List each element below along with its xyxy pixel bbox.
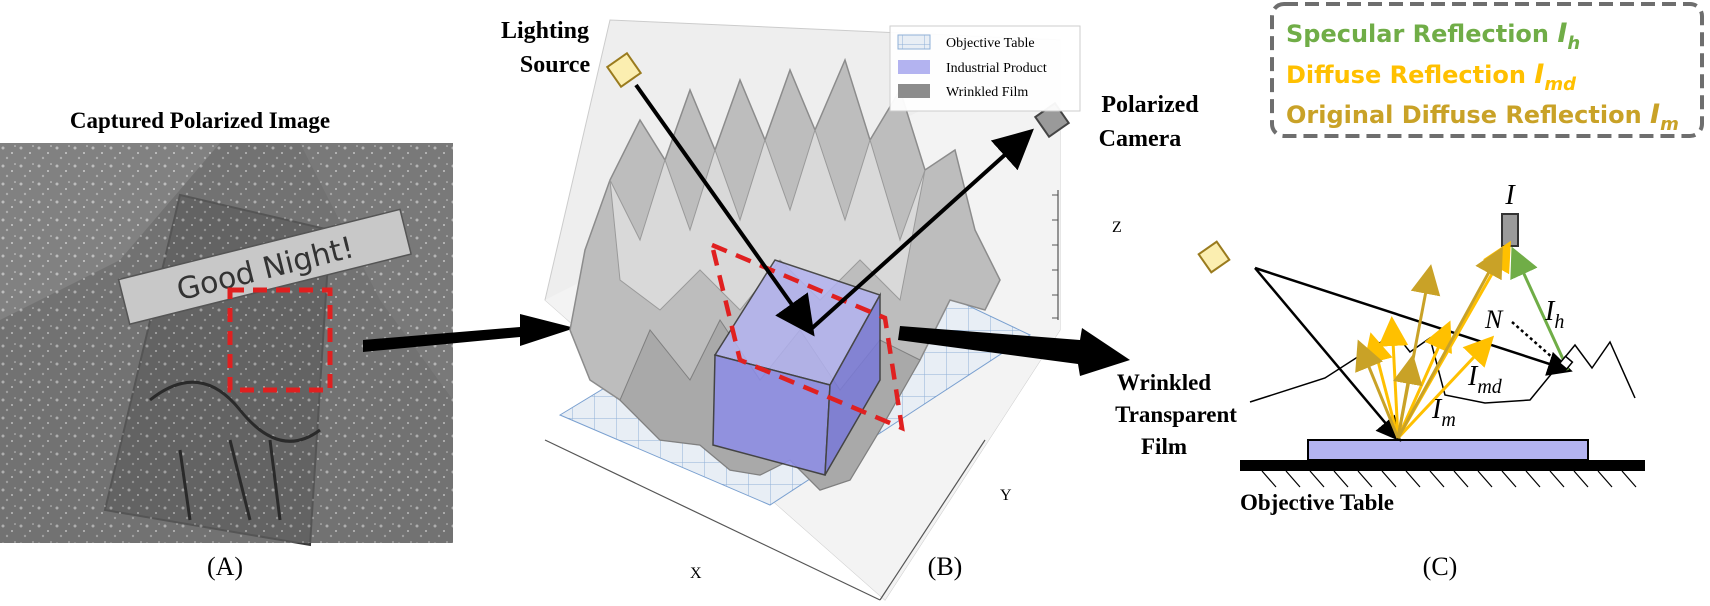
ih-label: Ih	[1544, 296, 1564, 333]
right-angle-mark	[1558, 355, 1574, 371]
axis-y-label: Y	[1000, 487, 1012, 504]
incident-ray-to-product	[1254, 267, 1402, 442]
objective-table	[1240, 460, 1645, 471]
legend-original-diffuse: Original Diffuse Reflection Im	[1286, 99, 1679, 135]
arrow-a-to-b	[363, 314, 575, 352]
y-axis-line	[879, 439, 986, 601]
panel-c: Specular Reflection Ih Diffuse Reflectio…	[1115, 2, 1704, 581]
legend-specular: Specular Reflection Ih	[1286, 18, 1580, 54]
polarized-camera-label-2: Camera	[1099, 126, 1182, 152]
camera-icon	[1501, 213, 1519, 247]
lighting-source-label-2: Source	[520, 52, 591, 78]
product-block	[1307, 439, 1589, 461]
legend-diffuse: Diffuse Reflection Imd	[1286, 59, 1577, 95]
legend-swatch-film	[898, 84, 930, 98]
reflected-ray	[808, 128, 1034, 332]
surface-normal	[1511, 321, 1563, 367]
axis-x-label: X	[690, 565, 702, 582]
lighting-source-label-1: Lighting	[501, 18, 589, 44]
arrow-b-to-c	[898, 326, 1130, 376]
light-source-icon	[1197, 240, 1231, 274]
legend-label-film: Wrinkled Film	[946, 85, 1028, 100]
panel-b: Lighting Source Polarized Camera Objecti…	[501, 18, 1199, 601]
x-axis-line	[544, 439, 881, 601]
film-label-3: Film	[1141, 434, 1187, 459]
panel-a-caption: (A)	[207, 552, 243, 581]
table-hatching	[1261, 470, 1637, 488]
axis-z-label: Z	[1112, 219, 1122, 236]
lighting-source-icon	[605, 51, 643, 89]
legend-label-table: Objective Table	[946, 36, 1035, 51]
legend-swatch-product	[898, 60, 930, 74]
projected-region	[708, 241, 905, 432]
specular-ray	[1510, 246, 1570, 371]
original-diffuse-rays	[1355, 246, 1503, 439]
film-label-2: Transparent	[1115, 402, 1237, 427]
reflection-legend: Specular Reflection Ih Diffuse Reflectio…	[1270, 2, 1704, 138]
legend-label-product: Industrial Product	[946, 61, 1047, 76]
incident-ray-to-film	[1254, 266, 1573, 376]
panel-c-caption: (C)	[1423, 552, 1458, 581]
panel-a-title: Captured Polarized Image	[70, 108, 330, 133]
camera-symbol: I	[1504, 180, 1516, 211]
incident-ray	[634, 83, 815, 337]
legend-swatch-table	[897, 34, 931, 50]
polarized-camera-label-1: Polarized	[1101, 92, 1199, 118]
panel-b-legend: Objective Table Industrial Product Wrink…	[889, 25, 1081, 112]
panel-b-caption: (B)	[928, 552, 963, 581]
imd-label: Imd	[1467, 361, 1503, 398]
normal-label: N	[1484, 305, 1504, 334]
z-axis	[1052, 190, 1059, 320]
table-label: Objective Table	[1240, 490, 1394, 515]
film-label-1: Wrinkled	[1117, 370, 1211, 395]
im-label: Im	[1431, 394, 1456, 431]
region-of-interest	[227, 287, 333, 393]
